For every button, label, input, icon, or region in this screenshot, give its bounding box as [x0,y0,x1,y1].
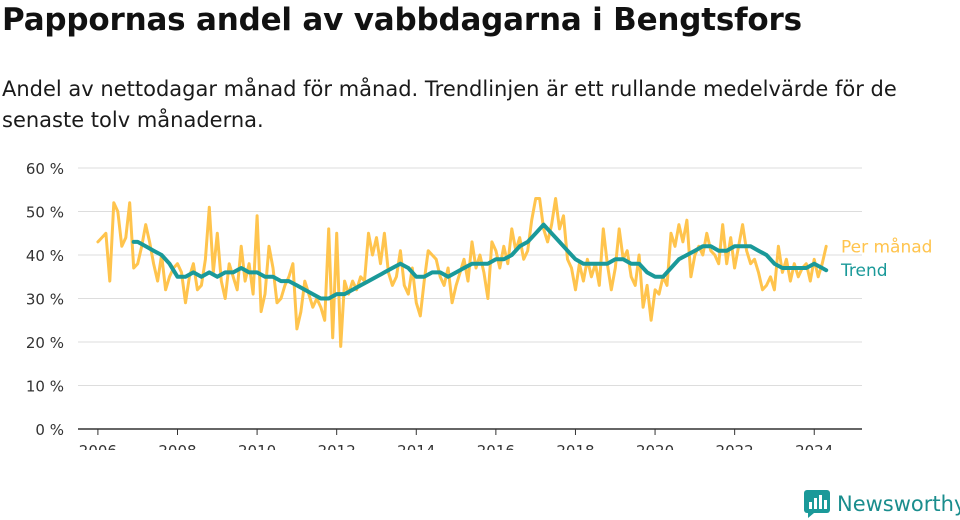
y-tick-label: 0 % [35,421,64,439]
series-end-labels: Per månad Trend [840,236,932,281]
series-lines [96,197,829,348]
x-tick-label: 2008 [158,442,196,450]
series-label-trend: Trend [840,261,888,281]
chart-title: Pappornas andel av vabbdagarna i Bengtsf… [2,2,802,38]
x-tick-label: 2018 [556,442,594,450]
y-tick-label: 30 % [26,291,64,309]
newsworthy-logo-icon [804,490,830,518]
x-tick-label: 2012 [318,442,356,450]
y-axis-tick-labels: 0 % 10 % 20 % 30 % 40 % 50 % 60 % [26,160,64,439]
series-line-per-month [96,197,828,348]
y-tick-label: 20 % [26,334,64,352]
x-tick-label: 2010 [238,442,276,450]
x-tick-label: 2014 [397,442,435,450]
brand-logo: Newsworthy [804,488,960,520]
y-tick-label: 50 % [26,204,64,222]
chart-subtitle: Andel av nettodagar månad för månad. Tre… [2,77,897,132]
x-tick-label: 2016 [477,442,515,450]
series-line-trend [131,222,829,301]
y-tick-label: 10 % [26,378,64,396]
line-chart: 0 % 10 % 20 % 30 % 40 % 50 % 60 % 2006 2008 2010… [26,160,933,450]
x-tick-label: 2006 [79,442,117,450]
x-tick-label: 2022 [716,442,754,450]
x-tick-label: 2020 [636,442,674,450]
y-tick-label: 40 % [26,247,64,265]
brand-name: Newsworthy [837,492,960,516]
y-tick-label: 60 % [26,160,64,178]
series-label-per-month: Per månad [841,236,932,257]
x-axis: 2006 2008 2010 2012 2014 2016 2018 2020 2022 2024 [78,428,862,450]
x-tick-label: 2024 [795,442,833,450]
